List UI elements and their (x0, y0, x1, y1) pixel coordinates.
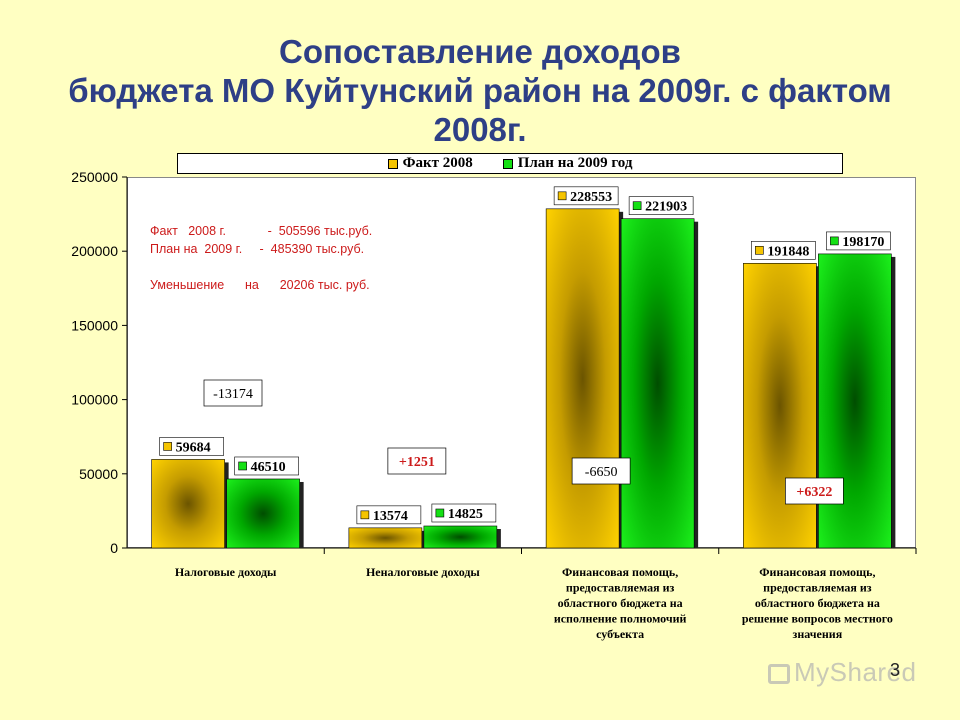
bar-plan (423, 525, 498, 549)
difference-box (785, 477, 844, 505)
data-label: 198170 (842, 235, 884, 250)
data-label: 59684 (176, 440, 211, 455)
x-category-label: Финансовая помощь, предоставляемая из обла… (742, 565, 893, 641)
data-label-box (234, 456, 299, 476)
difference-label: +1251 (399, 455, 435, 470)
note-plan: План на 2009 г. - 485390 тыс.руб. (150, 242, 365, 256)
data-label: 221903 (645, 200, 687, 215)
title-line-2: бюджета МО Куйтунский район на 2009г. с … (68, 72, 892, 109)
legend-item-fact: Факт 2008 (387, 155, 473, 172)
data-label-box (826, 231, 891, 251)
page-title: Сопоставление доходов бюджета МО Куйтунс… (0, 32, 960, 149)
y-tick-label: 150000 (71, 317, 118, 333)
data-label: 46510 (251, 460, 286, 475)
title-line-1: Сопоставление доходов (279, 33, 681, 70)
summary-note: Факт 2008 г. - 505596 тыс.руб. План на 2… (150, 222, 372, 294)
legend-label-plan: План на 2009 год (517, 155, 633, 171)
data-label-swatch (163, 442, 172, 451)
y-tick-label: 250000 (71, 169, 118, 185)
data-label-swatch (435, 508, 445, 518)
title-line-3: 2008г. (433, 111, 527, 148)
difference-box (571, 457, 631, 485)
difference-label: -13174 (213, 387, 253, 402)
bar-fact (545, 208, 620, 549)
note-decrease: Уменьшение на 20206 тыс. руб. (150, 278, 370, 292)
data-label-swatch (830, 236, 839, 246)
data-label: 228553 (570, 190, 612, 205)
data-label-box (159, 437, 224, 456)
y-tick-label: 0 (110, 540, 118, 556)
legend-item-plan: План на 2009 год (502, 155, 633, 172)
data-label: 191848 (767, 244, 809, 259)
chart-legend: Факт 2008 План на 2009 год (177, 153, 843, 174)
data-label-box (431, 503, 497, 523)
x-category-label: Налоговые доходы (175, 565, 277, 579)
bar-fact (348, 527, 423, 549)
bar-fact (743, 262, 817, 549)
watermark-text: MyShared (794, 657, 917, 687)
bar-fact (151, 459, 225, 549)
difference-label: +6322 (796, 485, 832, 500)
x-category-label: Неналоговые доходы (366, 565, 480, 579)
difference-label: -6650 (585, 465, 618, 480)
y-tick-label: 100000 (71, 392, 118, 408)
data-label-box (356, 505, 422, 525)
presentation-icon (768, 664, 790, 684)
watermark-logo: MyShared (768, 657, 917, 688)
data-label: 14825 (448, 507, 483, 522)
y-tick-label: 200000 (71, 243, 118, 259)
difference-box (203, 379, 263, 407)
data-label-box (751, 240, 816, 260)
data-label-swatch (238, 461, 247, 471)
data-label-swatch (557, 191, 567, 201)
legend-swatch-fact (387, 158, 398, 169)
data-label-swatch (755, 245, 764, 255)
bar-plan (226, 478, 300, 549)
y-tick-label: 50000 (79, 466, 118, 482)
legend-label-fact: Факт 2008 (402, 155, 473, 171)
page-number: 3 (890, 660, 901, 680)
data-label: 13574 (373, 509, 408, 524)
data-label-box (553, 186, 619, 206)
x-category-label: Финансовая помощь, предоставляемая из обла… (554, 565, 687, 641)
data-label-swatch (632, 201, 642, 210)
bar-plan (620, 218, 695, 549)
note-fact: Факт 2008 г. - 505596 тыс.руб. (150, 224, 373, 238)
difference-box (387, 447, 447, 475)
data-label-box (628, 196, 694, 215)
legend-swatch-plan (502, 158, 513, 169)
data-label-swatch (360, 510, 370, 520)
